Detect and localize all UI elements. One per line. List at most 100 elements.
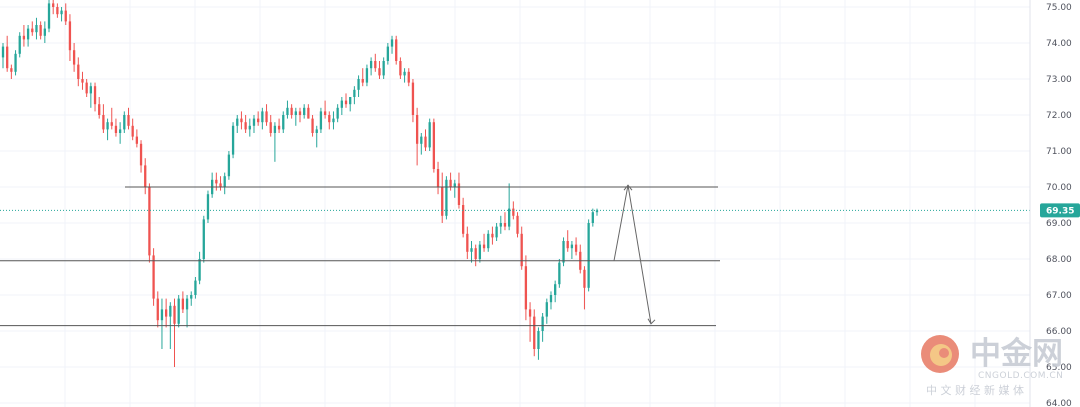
candle xyxy=(466,226,469,259)
candle-body xyxy=(127,115,130,126)
candle-body xyxy=(432,122,436,169)
watermark-title: 中金网 xyxy=(970,336,1063,372)
candle-body xyxy=(294,111,297,115)
candle-body xyxy=(411,82,415,115)
candle-body xyxy=(420,136,423,144)
candle-body xyxy=(537,331,540,349)
candle xyxy=(227,151,231,180)
candle-body xyxy=(349,97,352,105)
candle-body xyxy=(503,223,507,227)
candle-body xyxy=(219,183,222,187)
candle-body xyxy=(474,248,477,259)
candle-body xyxy=(591,212,594,223)
candle-body xyxy=(524,266,528,310)
candle xyxy=(579,244,582,274)
candle xyxy=(487,230,490,252)
candle xyxy=(77,57,80,87)
current-price-label: 69.35 xyxy=(1046,206,1074,216)
candle xyxy=(194,277,197,299)
candle-body xyxy=(72,50,76,65)
candle-body xyxy=(587,223,590,288)
candlestick-series xyxy=(1,0,599,367)
candle xyxy=(257,111,260,126)
candle xyxy=(144,158,147,195)
candle-body xyxy=(303,107,306,115)
candle xyxy=(336,104,339,123)
candle-body xyxy=(102,115,105,130)
candle-body xyxy=(236,118,239,126)
candle xyxy=(445,176,448,220)
candle-body xyxy=(365,68,369,83)
candle xyxy=(323,100,327,119)
candle xyxy=(68,14,72,61)
candle xyxy=(64,3,67,25)
candle xyxy=(1,43,5,69)
candle-body xyxy=(240,118,243,123)
cngold-logo-icon xyxy=(921,335,959,373)
candle-body xyxy=(89,86,92,94)
candle-body xyxy=(31,28,34,33)
candle xyxy=(282,111,285,133)
y-tick-label: 66.00 xyxy=(1046,327,1072,337)
candle-body xyxy=(60,10,63,15)
y-tick-label: 68.00 xyxy=(1046,255,1072,265)
candle xyxy=(508,183,511,231)
candle-body xyxy=(265,111,268,123)
candle-body xyxy=(227,154,231,177)
candle-body xyxy=(139,143,143,166)
y-tick-label: 70.00 xyxy=(1046,183,1072,193)
candle-body xyxy=(315,129,318,133)
candle-body xyxy=(248,125,251,130)
candle xyxy=(520,226,523,270)
candle xyxy=(114,118,118,137)
candle xyxy=(219,176,222,191)
candle-body xyxy=(340,100,343,108)
candle xyxy=(298,107,302,123)
candle-body xyxy=(319,111,323,130)
candle-body xyxy=(461,205,465,234)
candle-body xyxy=(487,233,490,249)
candle xyxy=(382,57,385,79)
candle xyxy=(457,172,461,209)
candle-body xyxy=(298,111,302,115)
candle xyxy=(164,298,168,328)
candle xyxy=(18,32,21,58)
candle xyxy=(198,251,201,285)
candle xyxy=(39,21,42,40)
y-tick-label: 73.00 xyxy=(1046,75,1072,85)
candle xyxy=(43,21,46,43)
candle-body xyxy=(202,219,205,259)
candle-body xyxy=(566,241,569,249)
cngold-watermark: 中金网 CNGOLD.COM.CN 中 文 财 经 新 媒 体 xyxy=(921,335,1063,397)
candle-body xyxy=(269,122,272,133)
candle xyxy=(562,237,565,267)
candle xyxy=(340,97,343,115)
candle xyxy=(173,298,176,367)
candle-body xyxy=(574,244,578,252)
candle-body xyxy=(98,104,101,115)
candle-body xyxy=(181,298,185,310)
current-price-tag-bg xyxy=(1040,203,1080,218)
grid xyxy=(0,0,1030,407)
candle-body xyxy=(541,316,544,331)
candle-body xyxy=(56,7,59,15)
candle-body xyxy=(570,244,574,249)
candle xyxy=(131,118,134,141)
candle-body xyxy=(144,165,147,187)
candle-body xyxy=(277,125,281,130)
candle-body xyxy=(386,46,389,61)
candle-body xyxy=(114,125,118,133)
candle-body xyxy=(164,309,168,317)
candle-body xyxy=(328,115,331,123)
arrowhead-up-icon xyxy=(623,184,633,191)
candle-body xyxy=(223,176,226,187)
candle-body xyxy=(595,210,599,213)
candle xyxy=(349,97,352,112)
candle-body xyxy=(47,3,51,29)
projection-arrows xyxy=(613,184,656,325)
projection-path[interactable] xyxy=(613,185,652,324)
candle-body xyxy=(106,122,109,130)
candle xyxy=(261,107,264,130)
candle-body xyxy=(231,125,235,155)
